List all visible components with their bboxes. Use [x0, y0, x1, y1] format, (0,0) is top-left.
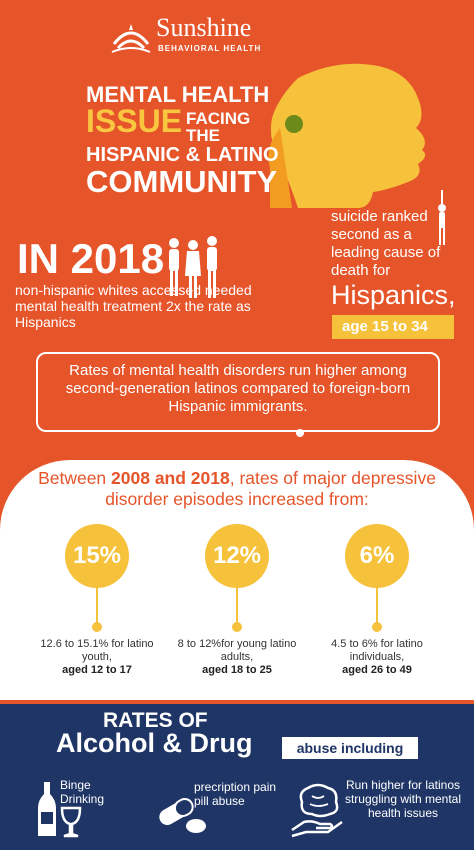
stat-age: aged 12 to 17	[62, 664, 132, 676]
between-pre: Between	[38, 468, 112, 488]
age-badge: age 15 to 34	[332, 315, 454, 339]
suicide-description: suicide ranked second as a leading cause…	[331, 208, 441, 279]
brand-name: Sunshine	[156, 13, 252, 42]
stat-value-circle: 15%	[65, 524, 129, 588]
binge-drinking-label: Binge Drinking	[60, 778, 105, 806]
between-post: , rates of major depressive disorder epi…	[105, 468, 436, 509]
stat-dot	[92, 622, 102, 632]
rates-callout-box	[36, 352, 440, 432]
sun-logo-icon	[111, 24, 151, 53]
bottle-glass-icon	[38, 782, 82, 838]
title-issue: ISSUE	[86, 103, 183, 139]
title-community: COMMUNITY	[86, 164, 278, 199]
people-icon	[169, 236, 217, 298]
face-silhouette-icon	[268, 63, 426, 208]
rates-of-heading: RATES OF	[103, 709, 208, 732]
between-heading: Between 2008 and 2018, rates of major de…	[22, 468, 452, 510]
stat-youth: 15% 12.6 to 15.1% for latino youth, aged …	[32, 524, 162, 684]
stat-desc-text: 4.5 to 6% for latino individuals,	[331, 638, 423, 663]
pain-pill-abuse-label: precription pain pill abuse	[194, 780, 277, 808]
substance-abuse-panel	[0, 704, 474, 850]
stat-individuals: 6% 4.5 to 6% for latino individuals, aged…	[312, 524, 442, 684]
between-years: 2008 and 2018	[111, 468, 230, 488]
stat-desc-text: 12.6 to 15.1% for latino youth,	[40, 638, 154, 663]
rates-callout-text: Rates of mental health disorders run hig…	[65, 362, 411, 415]
hispanics-label: Hispanics,	[331, 280, 456, 310]
brand-subtitle: BEHAVIORAL HEALTH	[158, 44, 262, 53]
stat-young-adults: 12% 8 to 12%for young latino adults, aged…	[172, 524, 302, 684]
brain-hand-icon	[291, 783, 343, 838]
stat-value-circle: 12%	[205, 524, 269, 588]
logo: Sunshine BEHAVIORAL HEALTH	[110, 14, 280, 56]
stat-dot	[232, 622, 242, 632]
in-2018-description: non-hispanic whites accessed needed ment…	[15, 282, 252, 330]
stat-desc-text: 8 to 12%for young latino adults,	[177, 638, 297, 663]
hanging-figure-icon	[438, 190, 446, 245]
stat-stem	[96, 586, 98, 626]
title-facing-the: FACING THE	[186, 109, 251, 145]
stat-dot	[372, 622, 382, 632]
abuse-badge: abuse including	[282, 737, 418, 759]
stat-age: aged 26 to 49	[342, 664, 412, 676]
title-line-1: MENTAL HEALTH	[86, 82, 270, 107]
stat-age: aged 18 to 25	[202, 664, 272, 676]
stat-description: 12.6 to 15.1% for latino youth, aged 12 t…	[32, 638, 162, 677]
callout-dot	[296, 429, 304, 437]
stat-stem	[236, 586, 238, 626]
stat-description: 8 to 12%for young latino adults, aged 18 …	[172, 638, 302, 677]
in-2018-heading: IN 2018	[17, 235, 165, 282]
stat-description: 4.5 to 6% for latino individuals, aged 26…	[312, 638, 442, 677]
title-line-3: HISPANIC & LATINO	[86, 144, 279, 166]
alcohol-drug-heading: Alcohol & Drug	[56, 728, 253, 758]
pill-icon	[159, 798, 206, 833]
stat-value-circle: 6%	[345, 524, 409, 588]
stat-stem	[376, 586, 378, 626]
run-higher-label: Run higher for latinos struggling with m…	[344, 778, 462, 820]
